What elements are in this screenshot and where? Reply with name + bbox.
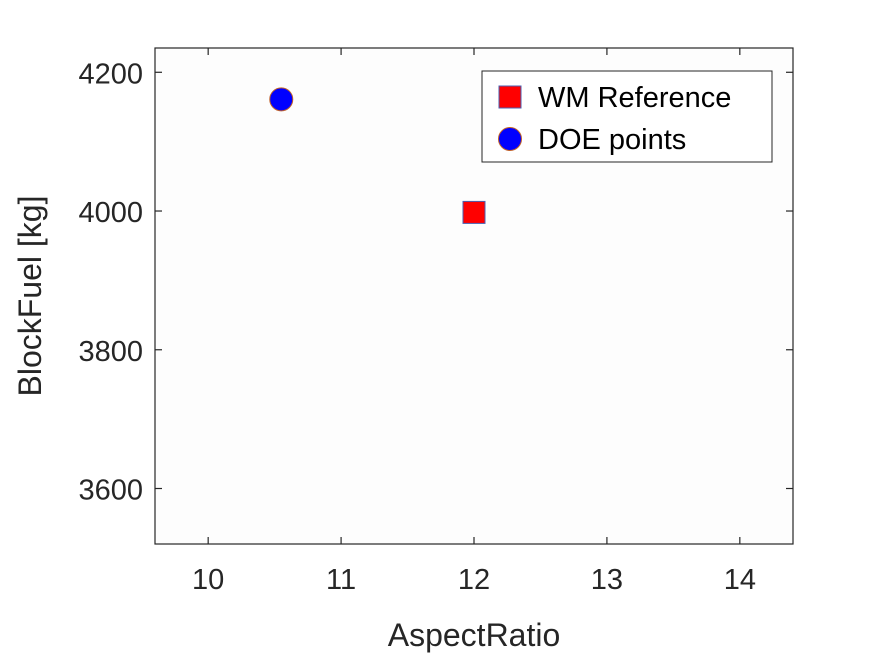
legend-label-wm-reference: WM Reference [538, 82, 731, 114]
y-tick-label: 4200 [78, 58, 143, 90]
legend: WM Reference DOE points [481, 70, 773, 163]
y-tick-label: 4000 [78, 197, 143, 229]
legend-square-marker [498, 85, 522, 109]
data-markers [269, 87, 486, 224]
doe-point-marker [269, 87, 294, 112]
x-tick-label: 13 [591, 564, 623, 596]
y-axis-title: BlockFuel [kg] [12, 196, 48, 397]
y-tick-label: 3800 [78, 336, 143, 368]
x-axis-ticks: 10 11 12 13 14 [192, 48, 756, 596]
x-tick-label: 14 [724, 564, 756, 596]
legend-box [481, 70, 773, 163]
x-tick-label: 11 [326, 564, 356, 596]
wm-reference-marker [462, 200, 486, 224]
x-tick-label: 12 [458, 564, 490, 596]
x-tick-label: 10 [192, 564, 224, 596]
y-tick-label: 3600 [78, 475, 143, 507]
x-axis-title: AspectRatio [388, 617, 561, 653]
plot-frame [154, 47, 794, 545]
legend-label-doe-points: DOE points [538, 124, 686, 156]
y-axis-ticks: 3600 3800 4000 4200 [78, 58, 793, 507]
legend-circle-marker [498, 127, 522, 151]
